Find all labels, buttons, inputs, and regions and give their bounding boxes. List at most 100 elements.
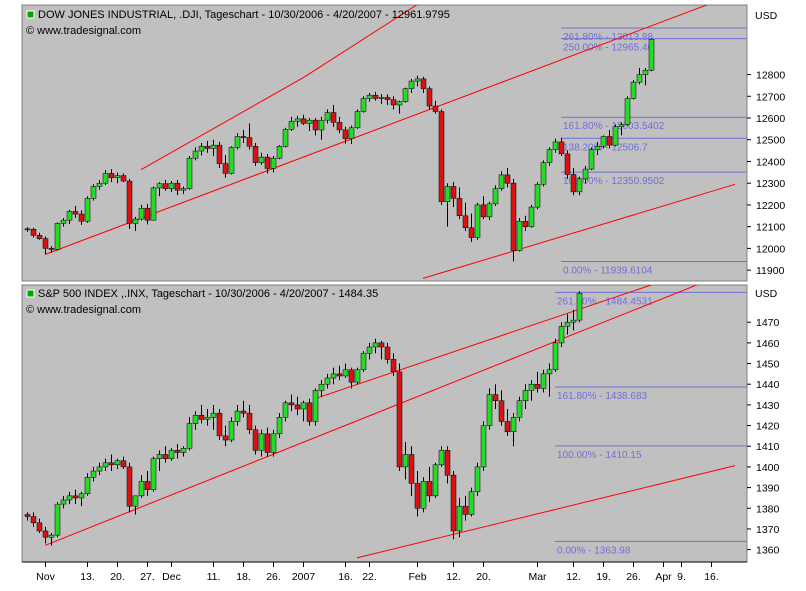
candle-body [318, 383, 325, 391]
candle-body [48, 534, 55, 538]
candle-body [126, 466, 133, 507]
candle-down [336, 365, 343, 381]
y-tick-label: 12400 [756, 156, 785, 168]
candle-down [522, 215, 529, 232]
candle-body [450, 474, 457, 532]
candle-body [252, 146, 259, 163]
candle-body [210, 412, 217, 418]
x-tick-label: 26. [266, 571, 281, 583]
candle-body [546, 369, 553, 375]
candle-body [216, 144, 223, 164]
candle-body [276, 417, 283, 435]
candle-body [504, 421, 511, 433]
candle-body [552, 342, 559, 371]
candle-up [360, 351, 367, 372]
candle-body [534, 184, 541, 208]
candle-body [540, 162, 547, 185]
candle-body [288, 121, 295, 130]
candle-up [210, 404, 217, 430]
candle-up [318, 116, 325, 140]
candle-body [162, 454, 169, 459]
candle-body [186, 157, 193, 189]
candle-body [204, 417, 211, 420]
candle-body [186, 423, 193, 449]
candle-down [162, 446, 169, 463]
candle-down [456, 187, 463, 220]
candle-down [390, 96, 397, 110]
candle-down [246, 404, 253, 434]
candle-down [72, 489, 79, 505]
candle-body [30, 516, 37, 523]
candle-body [408, 454, 415, 484]
candle-up [546, 363, 553, 397]
trendline [140, 77, 304, 171]
candle-body [156, 454, 163, 459]
candle-body [282, 402, 289, 418]
candle-down [396, 363, 403, 472]
candle-body [222, 163, 229, 174]
y-tick-label: 1420 [756, 421, 780, 433]
fib-level-label: 161.80% - 1438.683 [557, 391, 648, 402]
candle-body [540, 373, 547, 389]
candle-down [534, 371, 541, 393]
candle-body [258, 433, 265, 451]
candle-body [564, 153, 571, 175]
candle-body [84, 198, 91, 222]
fib-level-label: 100.00% - 12350.9502 [563, 176, 665, 187]
candle-body [528, 206, 535, 227]
candle-body [198, 146, 205, 152]
candle-body [378, 342, 385, 348]
candle-up [132, 495, 139, 515]
candle-down [468, 213, 475, 242]
candle-body [462, 505, 469, 515]
candle-body [324, 377, 331, 385]
candle-body [108, 462, 115, 466]
candle-body [312, 119, 319, 131]
candle-up [366, 93, 373, 102]
candle-up [330, 367, 337, 385]
candle-up [408, 78, 415, 94]
candle-down [558, 137, 565, 157]
candle-down [462, 495, 469, 521]
candle-down [174, 444, 181, 459]
candle-body [36, 522, 43, 532]
candle-up [90, 184, 97, 201]
candle-up [258, 429, 265, 457]
dji-title: DOW JONES INDUSTRIAL, .DJI, Tageschart -… [38, 9, 450, 21]
candle-body [180, 188, 187, 191]
candle-body [420, 78, 427, 89]
candle-body [360, 352, 367, 371]
candle-body [156, 183, 163, 189]
candle-up [198, 143, 205, 156]
candle-up [342, 363, 349, 379]
candle-body [576, 178, 583, 193]
candle-body [90, 470, 97, 478]
candle-up [372, 338, 379, 354]
candle-up [102, 458, 109, 472]
candle-body [138, 207, 145, 220]
candle-body [336, 373, 343, 377]
candle-up [66, 209, 73, 225]
candle-down [408, 446, 415, 496]
candle-body [522, 390, 529, 402]
candle-body [582, 168, 589, 180]
x-tick-label: 16. [338, 571, 353, 583]
dji-y-axis: 11900 12000 12100 12200 12300 12400 12500 12600… [747, 70, 785, 277]
candle-body [402, 88, 409, 102]
candle-body [408, 80, 415, 89]
candle-up [234, 133, 241, 150]
candle-down [30, 512, 37, 527]
candle-body [270, 433, 277, 453]
candle-body [618, 124, 625, 127]
candle-body [234, 136, 241, 148]
candle-up [366, 342, 373, 360]
y-tick-label: 12300 [756, 178, 785, 190]
candle-up [114, 458, 121, 469]
candle-up [348, 125, 355, 145]
candle-up [132, 216, 139, 232]
y-tick-label: 1460 [756, 338, 780, 350]
candle-up [156, 182, 163, 197]
candle-up [612, 124, 619, 147]
fib-level-label: 0.00% - 11939.6104 [563, 266, 653, 277]
